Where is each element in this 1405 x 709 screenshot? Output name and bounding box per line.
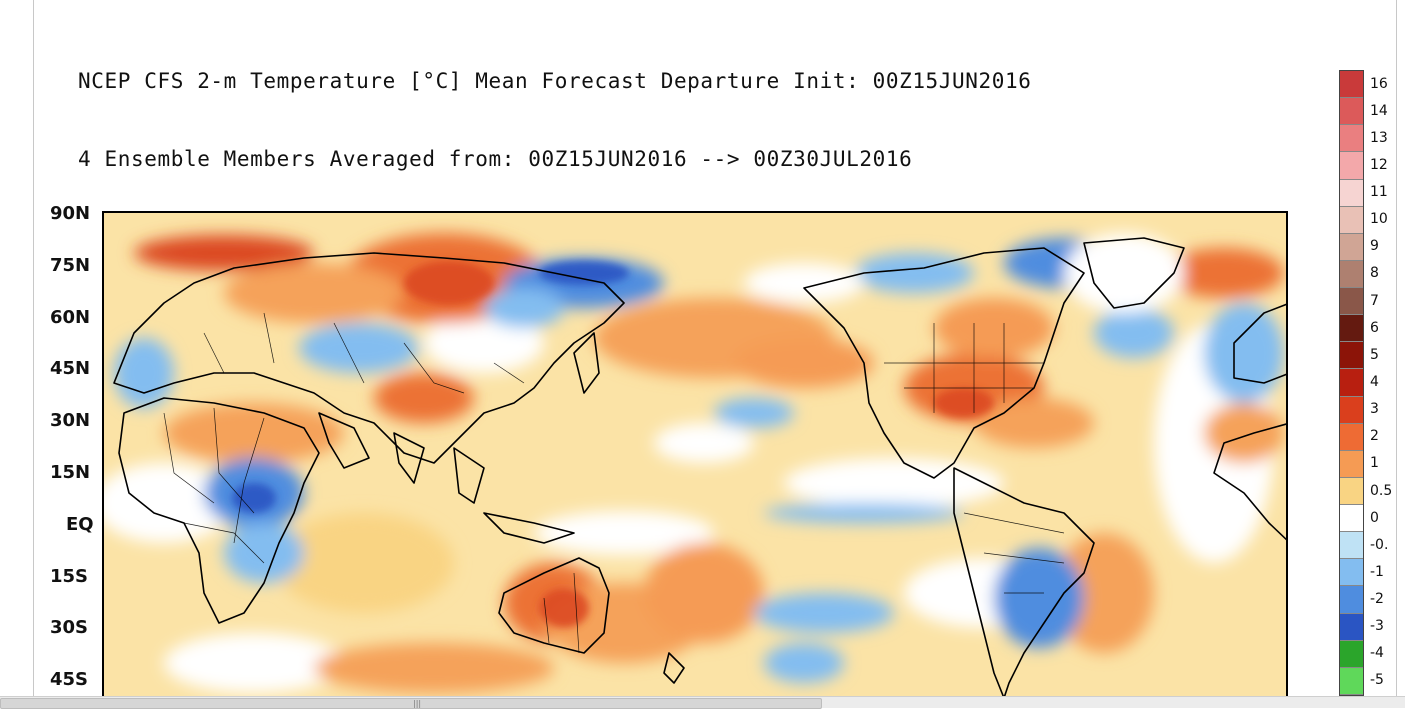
colorbar-swatch xyxy=(1340,152,1363,180)
latitude-label: 90N xyxy=(50,203,91,224)
colorbar-label: 5 xyxy=(1370,346,1379,363)
colorbar-label: 13 xyxy=(1370,129,1388,146)
scrollbar-thumb[interactable]: ||| xyxy=(0,698,822,709)
colorbar-label: 12 xyxy=(1370,156,1388,173)
colorbar-swatch xyxy=(1340,71,1363,99)
colorbar-swatch xyxy=(1340,423,1363,451)
colorbar-swatch xyxy=(1340,179,1363,207)
coastlines xyxy=(113,237,1286,696)
latitude-label: 15N xyxy=(50,462,91,483)
colorbar-swatch xyxy=(1340,206,1363,234)
colorbar-label: 14 xyxy=(1370,102,1388,119)
page-right-border xyxy=(1396,0,1397,708)
latitude-label: 30S xyxy=(50,617,89,639)
latitude-label: EQ xyxy=(66,513,94,535)
colorbar-label: 8 xyxy=(1370,265,1379,282)
latitude-label: 30N xyxy=(50,410,91,432)
latitude-label: 45S xyxy=(50,669,89,691)
horizontal-scrollbar[interactable]: ||| xyxy=(0,696,1405,709)
latitude-label: 45N xyxy=(50,358,91,380)
colorbar-label: 3 xyxy=(1370,401,1379,418)
colorbar-swatch xyxy=(1340,98,1363,126)
colorbar-swatch xyxy=(1340,125,1363,153)
colorbar-label: 16 xyxy=(1370,75,1388,92)
colorbar-swatch xyxy=(1340,667,1363,695)
scrollbar-grip-icon: ||| xyxy=(413,699,422,708)
colorbar-swatch xyxy=(1340,369,1363,397)
colorbar-label: 11 xyxy=(1370,184,1388,201)
title-line-2: 4 Ensemble Members Averaged from: 00Z15J… xyxy=(78,147,913,171)
colorbar-label: -1 xyxy=(1370,563,1384,580)
latitude-label: 15S xyxy=(50,565,89,587)
colorbar-swatch xyxy=(1340,342,1363,370)
country-borders xyxy=(163,312,1065,654)
map-svg xyxy=(104,213,1286,696)
colorbar-label: 9 xyxy=(1370,238,1379,255)
colorbar-swatch xyxy=(1340,233,1363,261)
colorbar-swatch xyxy=(1340,315,1363,343)
colorbar-label: 6 xyxy=(1370,319,1379,336)
colorbar-swatch xyxy=(1340,396,1363,424)
colorbar-swatch xyxy=(1340,288,1363,316)
colorbar-swatch xyxy=(1340,613,1363,641)
colorbar-swatch xyxy=(1340,260,1363,288)
colorbar-swatch xyxy=(1340,586,1363,614)
temperature-anomaly-map xyxy=(102,211,1288,696)
colorbar-swatch xyxy=(1340,505,1363,533)
colorbar-label: 2 xyxy=(1370,428,1379,445)
colorbar-label: -5 xyxy=(1370,672,1384,689)
anomaly-field xyxy=(104,233,1284,693)
colorbar-label: 0.5 xyxy=(1370,482,1393,499)
colorbar-label: -0. xyxy=(1370,536,1389,553)
colorbar-swatch xyxy=(1340,532,1363,560)
colorbar-label: -4 xyxy=(1370,645,1384,662)
colorbar-label: 1 xyxy=(1370,455,1379,472)
latitude-label: 60N xyxy=(50,306,91,328)
colorbar-label: 4 xyxy=(1370,374,1379,390)
title-line-1: NCEP CFS 2-m Temperature [°C] Mean Forec… xyxy=(78,69,1032,93)
colorbar-swatch xyxy=(1340,559,1363,587)
colorbar-swatch xyxy=(1340,477,1363,505)
colorbar-label: 10 xyxy=(1370,211,1388,228)
page-left-border xyxy=(33,0,34,696)
colorbar-swatch xyxy=(1340,640,1363,668)
colorbar xyxy=(1339,70,1364,696)
chart-title: NCEP CFS 2-m Temperature [°C] Mean Forec… xyxy=(78,16,1032,198)
latitude-label: 75N xyxy=(50,254,91,276)
colorbar-label: -3 xyxy=(1370,618,1384,635)
colorbar-label: 7 xyxy=(1370,292,1379,309)
colorbar-label: -2 xyxy=(1370,591,1384,608)
colorbar-label: 0 xyxy=(1370,509,1379,526)
colorbar-swatch xyxy=(1340,450,1363,478)
